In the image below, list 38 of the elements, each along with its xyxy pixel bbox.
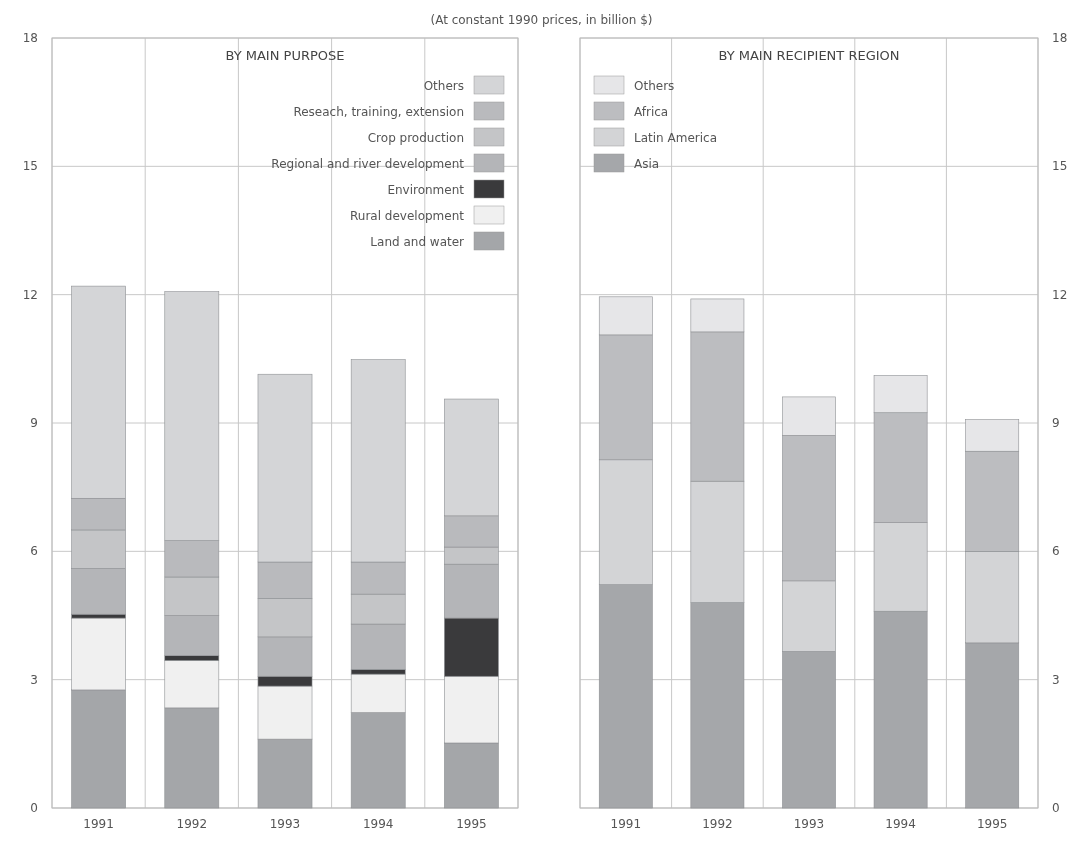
legend-label: Rural development	[350, 209, 465, 223]
y-tick-label: 15	[1052, 159, 1068, 174]
x-tick-label: 1993	[793, 817, 825, 831]
x-tick-label: 1994	[885, 817, 916, 831]
y-tick-label: 12	[1052, 287, 1068, 302]
legend-label: Asia	[634, 157, 660, 171]
x-tick-label: 1994	[362, 817, 394, 831]
legend-label: Others	[634, 79, 675, 93]
y-tick-label: 0	[1052, 801, 1060, 815]
text: BY MAIN RECIPIENT REGION	[718, 48, 900, 63]
x-tick-label: 1991	[83, 817, 114, 831]
y-tick-label: 9	[30, 416, 38, 430]
x-tick-label: 1995	[456, 817, 487, 831]
legend-label: Crop production	[367, 131, 464, 145]
y-tick-label: 9	[1052, 416, 1060, 430]
legend-label: Environment	[387, 183, 465, 197]
y-tick-label: 18	[1052, 31, 1068, 45]
text: BY MAIN PURPOSE	[225, 48, 345, 63]
legend-label: Latin America	[634, 131, 717, 145]
y-tick-label: 3	[30, 672, 38, 687]
legend-label: Africa	[634, 105, 669, 119]
y-tick-label: 3	[1052, 672, 1060, 687]
x-tick-label: 1991	[610, 817, 642, 831]
y-tick-label: 0	[30, 801, 38, 815]
legend-label: Reseach, training, extension	[293, 105, 464, 119]
y-tick-label: 6	[30, 544, 38, 559]
x-tick-label: 1992	[176, 817, 208, 831]
x-tick-label: 1993	[269, 817, 301, 831]
legend-label: Regional and river development	[271, 157, 465, 171]
y-tick-label: 15	[22, 159, 38, 174]
legend-label: Land and water	[370, 235, 465, 249]
chart-subtitle: (At constant 1990 prices, in billion $)	[430, 13, 653, 27]
y-tick-label: 18	[22, 31, 38, 45]
legend-label: Others	[423, 79, 464, 93]
x-tick-label: 1992	[702, 817, 733, 831]
y-tick-label: 12	[22, 287, 38, 302]
x-tick-label: 1995	[976, 817, 1008, 831]
y-tick-label: 6	[1052, 544, 1060, 559]
